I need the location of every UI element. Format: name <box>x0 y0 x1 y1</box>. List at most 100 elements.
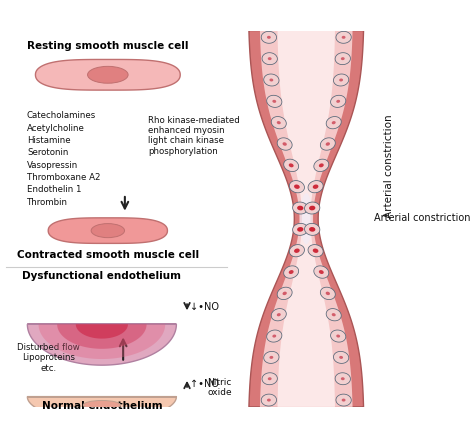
Polygon shape <box>292 223 308 235</box>
Ellipse shape <box>319 270 324 274</box>
Polygon shape <box>330 330 346 342</box>
Polygon shape <box>334 351 349 363</box>
Polygon shape <box>277 287 292 300</box>
Ellipse shape <box>91 224 125 238</box>
Text: ↑•NO: ↑•NO <box>191 379 219 389</box>
Ellipse shape <box>300 193 312 244</box>
Polygon shape <box>308 244 323 257</box>
Text: Serotonin: Serotonin <box>27 149 68 157</box>
Polygon shape <box>330 95 346 107</box>
Polygon shape <box>308 181 323 193</box>
Text: Disturbed flow
Lipoproteins
etc.: Disturbed flow Lipoproteins etc. <box>17 343 80 373</box>
Ellipse shape <box>332 313 336 316</box>
Ellipse shape <box>267 36 271 39</box>
Polygon shape <box>326 309 341 321</box>
Ellipse shape <box>273 335 276 338</box>
Text: Normal endothelium: Normal endothelium <box>42 401 162 411</box>
Polygon shape <box>267 95 282 107</box>
Polygon shape <box>267 330 282 342</box>
Ellipse shape <box>313 248 319 253</box>
Text: Histamine: Histamine <box>27 136 71 145</box>
Polygon shape <box>277 138 292 150</box>
Ellipse shape <box>342 36 346 39</box>
Polygon shape <box>314 266 329 278</box>
Polygon shape <box>335 373 350 385</box>
Ellipse shape <box>294 184 300 189</box>
Polygon shape <box>284 159 299 171</box>
Ellipse shape <box>339 79 343 81</box>
Ellipse shape <box>277 313 281 316</box>
Polygon shape <box>314 159 329 171</box>
Text: Resting smooth muscle cell: Resting smooth muscle cell <box>27 41 189 51</box>
Ellipse shape <box>268 57 272 60</box>
Ellipse shape <box>326 142 330 146</box>
Ellipse shape <box>342 399 346 402</box>
Polygon shape <box>262 53 277 65</box>
Ellipse shape <box>297 227 303 232</box>
Polygon shape <box>336 31 351 43</box>
Text: Nitric
oxide: Nitric oxide <box>208 378 232 397</box>
Text: Vasopressin: Vasopressin <box>27 161 78 170</box>
Polygon shape <box>249 30 364 407</box>
Polygon shape <box>305 202 320 214</box>
Text: Rho kinase-mediated
enhanced myosin
light chain kinase
phosphorylation: Rho kinase-mediated enhanced myosin ligh… <box>148 116 239 156</box>
Ellipse shape <box>83 400 120 410</box>
Ellipse shape <box>341 57 345 60</box>
Text: Catecholamines: Catecholamines <box>27 111 96 120</box>
Ellipse shape <box>267 399 271 402</box>
Ellipse shape <box>341 377 345 380</box>
Text: Arterial constriction: Arterial constriction <box>374 213 471 223</box>
Polygon shape <box>284 266 299 278</box>
Ellipse shape <box>313 184 319 189</box>
Ellipse shape <box>339 356 343 359</box>
Text: Contracted smooth muscle cell: Contracted smooth muscle cell <box>17 250 199 260</box>
Polygon shape <box>264 351 279 363</box>
Text: Acetylcholine: Acetylcholine <box>27 124 85 133</box>
Polygon shape <box>334 74 349 86</box>
Polygon shape <box>57 324 146 349</box>
Ellipse shape <box>268 377 272 380</box>
Polygon shape <box>271 309 286 321</box>
Polygon shape <box>27 396 176 420</box>
Polygon shape <box>48 218 167 244</box>
Polygon shape <box>261 394 276 406</box>
Polygon shape <box>264 74 279 86</box>
Polygon shape <box>36 60 180 90</box>
Polygon shape <box>271 117 286 129</box>
Ellipse shape <box>269 79 273 81</box>
Ellipse shape <box>319 164 324 168</box>
Polygon shape <box>262 373 277 385</box>
Ellipse shape <box>283 142 287 146</box>
Polygon shape <box>260 30 353 407</box>
Polygon shape <box>320 138 335 150</box>
Polygon shape <box>289 181 304 193</box>
Text: ↓•NO: ↓•NO <box>191 302 219 312</box>
Polygon shape <box>38 324 165 359</box>
Polygon shape <box>336 394 351 406</box>
Polygon shape <box>326 117 341 129</box>
Ellipse shape <box>326 292 330 295</box>
Polygon shape <box>335 53 350 65</box>
Polygon shape <box>261 31 276 43</box>
Text: Dysfunctional endothelium: Dysfunctional endothelium <box>22 271 182 282</box>
Text: Endothelin 1: Endothelin 1 <box>27 186 82 194</box>
Text: Thromboxane A2: Thromboxane A2 <box>27 173 100 182</box>
Ellipse shape <box>277 121 281 124</box>
Ellipse shape <box>289 270 293 274</box>
Ellipse shape <box>309 227 315 232</box>
Ellipse shape <box>332 121 336 124</box>
Ellipse shape <box>88 66 128 83</box>
Polygon shape <box>320 287 335 300</box>
Ellipse shape <box>289 164 293 168</box>
Ellipse shape <box>269 356 273 359</box>
Ellipse shape <box>294 248 300 253</box>
Polygon shape <box>27 324 176 365</box>
Polygon shape <box>289 244 304 257</box>
Ellipse shape <box>297 206 303 210</box>
Ellipse shape <box>309 206 315 210</box>
Polygon shape <box>76 324 128 339</box>
Polygon shape <box>277 30 335 407</box>
Ellipse shape <box>283 292 287 295</box>
Ellipse shape <box>336 100 340 103</box>
Text: Thrombin: Thrombin <box>27 198 68 207</box>
